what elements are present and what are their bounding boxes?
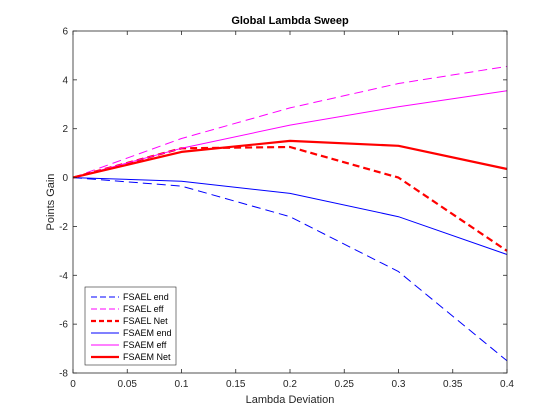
series-line-fsaem-net <box>72 139 508 179</box>
x-ticks: 0 0.05 0.1 0.15 0.2 0.25 0.3 0.35 0.4 <box>70 31 514 390</box>
y-tick-label: -4 <box>59 271 68 282</box>
legend-label: FSAEL end <box>123 292 169 302</box>
legend-items: FSAEL end FSAEL eff FSAEL Net FSAEM end FSAE… <box>91 292 172 362</box>
x-tick-label: 0 <box>70 379 76 390</box>
x-tick-label: 0.3 <box>392 379 406 390</box>
y-axis-label: Points Gain <box>45 174 57 231</box>
y-tick-label: 0 <box>62 173 68 184</box>
x-tick-label: 0.15 <box>226 379 246 390</box>
series-layer <box>72 65 508 362</box>
series-line-fsael-net <box>72 145 508 252</box>
x-tick-label: 0.1 <box>175 379 189 390</box>
legend-label: FSAEM end <box>123 328 172 338</box>
x-tick-label: 0.4 <box>500 379 514 390</box>
legend-label: FSAEM Net <box>123 352 171 362</box>
x-tick-label: 0.05 <box>118 379 138 390</box>
x-tick-label: 0.25 <box>335 379 355 390</box>
series-line-fsael-end <box>72 177 508 362</box>
y-tick-label: -6 <box>59 320 68 331</box>
legend-box <box>84 286 177 366</box>
x-tick-label: 0.35 <box>443 379 463 390</box>
x-axis-label: Lambda Deviation <box>246 394 335 406</box>
legend-label: FSAEL Net <box>123 316 168 326</box>
x-tick-label: 0.2 <box>283 379 297 390</box>
y-tick-label: -8 <box>59 369 68 380</box>
y-ticks: -8 -6 -4 -2 0 2 4 6 <box>59 27 507 380</box>
series-line-fsael-eff <box>72 65 508 179</box>
y-tick-label: -2 <box>59 222 68 233</box>
series-line-fsaem-eff <box>72 90 508 179</box>
y-tick-label: 2 <box>62 124 68 135</box>
legend-label: FSAEM eff <box>123 340 167 350</box>
y-tick-label: 6 <box>62 27 68 38</box>
series-line-fsaem-end <box>72 177 508 255</box>
y-tick-label: 4 <box>62 75 68 86</box>
legend-label: FSAEL eff <box>123 304 164 314</box>
chart-title: Global Lambda Sweep <box>231 15 349 27</box>
legend: FSAEL end FSAEL eff FSAEL Net FSAEM end FSAE… <box>84 286 177 366</box>
